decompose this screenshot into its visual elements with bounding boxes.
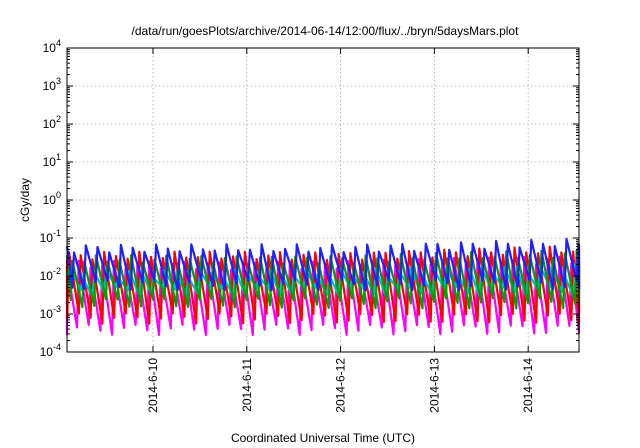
chart-title: /data/run/goesPlots/archive/2014-06-14/1… <box>132 24 520 38</box>
x-axis-label: Coordinated Universal Time (UTC) <box>231 431 415 445</box>
y-axis-label: cGy/day <box>18 178 32 222</box>
y-tick-label: 100 <box>43 190 61 207</box>
y-tick-label: 10-4 <box>40 342 61 359</box>
y-tick-label: 10-1 <box>40 228 61 245</box>
x-tick-label: 2014-6-14 <box>521 358 535 413</box>
series-layer <box>65 237 581 337</box>
y-tick-label: 10-2 <box>40 266 61 283</box>
y-axis: 10-4 10-3 10-2 10-1 100 101 102 103 104 <box>40 38 579 359</box>
series-line <box>65 237 581 292</box>
x-tick-label: 2014-6-11 <box>240 358 254 412</box>
y-tick-label: 103 <box>43 76 61 93</box>
series-line <box>65 244 581 325</box>
y-tick-label: 102 <box>43 114 61 131</box>
grid-lines <box>67 48 579 352</box>
x-tick-label: 2014-6-13 <box>427 358 441 413</box>
y-tick-label: 101 <box>43 152 61 169</box>
x-axis: 2014-6-10 2014-6-11 2014-6-12 2014-6-13 2014… <box>146 48 535 413</box>
x-tick-label: 2014-6-12 <box>334 358 348 413</box>
y-tick-label: 104 <box>43 38 61 55</box>
x-tick-label: 2014-6-10 <box>146 358 160 413</box>
y-tick-label: 10-3 <box>40 304 61 321</box>
